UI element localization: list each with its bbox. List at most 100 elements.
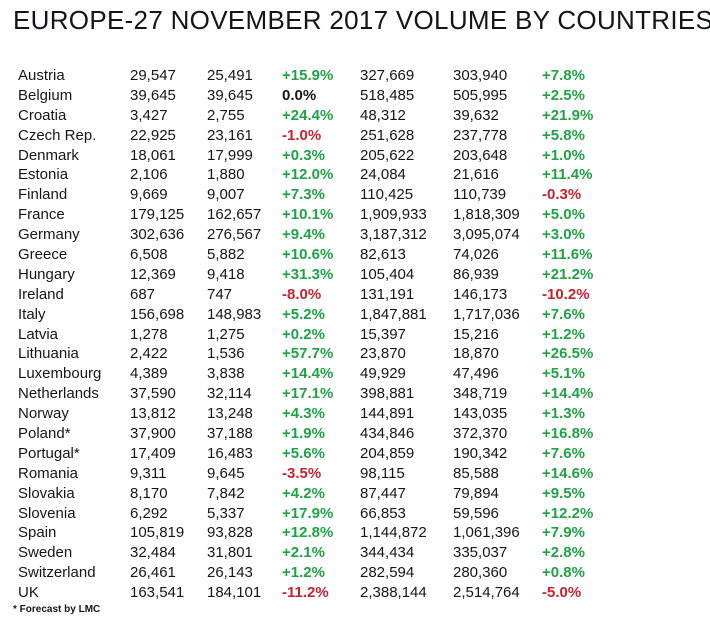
volume-cell: 48,312 <box>360 106 406 124</box>
volume-cell: 74,026 <box>453 246 499 264</box>
pct-change-cell: -11.2% <box>282 584 329 602</box>
volume-cell: 26,461 <box>130 564 176 582</box>
volume-cell: 13,248 <box>207 405 253 423</box>
country-cell: Norway <box>18 405 69 423</box>
table-row: Netherlands 37,590 32,114 +17.1% 398,881 348,… <box>0 384 710 404</box>
volume-cell: 143,035 <box>453 405 508 423</box>
volume-cell: 1,278 <box>130 325 168 343</box>
forecast-footnote: * Forecast by LMC <box>13 604 101 616</box>
volume-cell: 85,588 <box>453 464 499 482</box>
pct-change-cell: +57.7% <box>282 345 334 363</box>
pct-change-cell: +5.2% <box>282 305 325 323</box>
pct-change-cell: +9.4% <box>282 226 325 244</box>
pct-change-cell: +10.6% <box>282 246 334 264</box>
country-cell: Belgium <box>18 86 73 104</box>
country-cell: Switzerland <box>18 564 96 582</box>
volume-cell: 280,360 <box>453 564 508 582</box>
pct-change-cell: +1.0% <box>542 146 585 164</box>
volume-table-body: Austria 29,547 25,491 +15.9% 327,669 303,940 +… <box>0 66 710 603</box>
country-cell: Netherlands <box>18 385 99 403</box>
country-cell: Italy <box>18 305 46 323</box>
volume-cell: 22,925 <box>130 126 176 144</box>
country-cell: Estonia <box>18 166 69 184</box>
volume-cell: 98,115 <box>360 464 405 482</box>
volume-cell: 6,292 <box>130 504 168 522</box>
pct-change-cell: +4.2% <box>282 484 325 502</box>
volume-cell: 282,594 <box>360 564 415 582</box>
volume-cell: 434,846 <box>360 425 415 443</box>
volume-cell: 18,061 <box>130 146 176 164</box>
volume-cell: 146,173 <box>453 285 508 303</box>
volume-cell: 110,739 <box>453 186 507 204</box>
volume-cell: 31,801 <box>207 544 253 562</box>
pct-change-cell: +24.4% <box>282 106 334 124</box>
pct-change-cell: +0.8% <box>542 564 585 582</box>
pct-change-cell: +17.1% <box>282 385 334 403</box>
volume-cell: 105,404 <box>360 265 415 283</box>
pct-change-cell: +1.2% <box>282 564 325 582</box>
volume-cell: 3,095,074 <box>453 226 520 244</box>
table-row: Romania 9,311 9,645 -3.5% 98,115 85,588 +14.6% <box>0 464 710 484</box>
volume-cell: 1,717,036 <box>453 305 520 323</box>
pct-change-cell: -10.2% <box>542 285 590 303</box>
volume-cell: 39,645 <box>130 86 176 104</box>
volume-cell: 15,397 <box>360 325 406 343</box>
country-cell: Hungary <box>18 265 75 283</box>
volume-cell: 24,084 <box>360 166 406 184</box>
pct-change-cell: +5.1% <box>542 365 585 383</box>
volume-cell: 302,636 <box>130 226 185 244</box>
volume-cell: 9,645 <box>207 464 245 482</box>
country-cell: Sweden <box>18 544 73 562</box>
volume-cell: 203,648 <box>453 146 508 164</box>
volume-cell: 18,870 <box>453 345 499 363</box>
volume-cell: 3,187,312 <box>360 226 427 244</box>
volume-cell: 13,812 <box>130 405 176 423</box>
table-row: Hungary 12,369 9,418 +31.3% 105,404 86,939 +21… <box>0 265 710 285</box>
pct-change-cell: +21.9% <box>542 106 594 124</box>
pct-change-cell: 0.0% <box>282 86 317 104</box>
table-row: France 179,125 162,657 +10.1% 1,909,933 1,818… <box>0 205 710 225</box>
volume-cell: 327,669 <box>360 67 415 84</box>
table-row: Czech Rep. 22,925 23,161 -1.0% 251,628 237,77… <box>0 126 710 146</box>
volume-cell: 1,818,309 <box>453 206 520 224</box>
table-row: Finland 9,669 9,007 +7.3% 110,425 110,739 -0.3… <box>0 185 710 205</box>
pct-change-cell: +4.3% <box>282 405 325 423</box>
volume-cell: 86,939 <box>453 265 499 283</box>
country-cell: Finland <box>18 186 68 204</box>
volume-cell: 37,188 <box>207 425 253 443</box>
volume-cell: 7,842 <box>207 484 245 502</box>
volume-cell: 205,622 <box>360 146 415 164</box>
volume-cell: 1,275 <box>207 325 245 343</box>
pct-change-cell: +16.8% <box>542 425 594 443</box>
table-row: Lithuania 2,422 1,536 +57.7% 23,870 18,870 +26… <box>0 344 710 364</box>
pct-change-cell: +5.0% <box>542 206 585 224</box>
volume-cell: 131,191 <box>360 285 415 303</box>
volume-cell: 2,514,764 <box>453 584 520 602</box>
volume-cell: 179,125 <box>130 206 185 224</box>
table-row: Belgium 39,645 39,645 0.0% 518,485 505,995 +2.… <box>0 86 710 106</box>
pct-change-cell: +2.1% <box>282 544 325 562</box>
table-row: Italy 156,698 148,983 +5.2% 1,847,881 1,717,0… <box>0 305 710 325</box>
volume-cell: 1,880 <box>207 166 245 184</box>
volume-cell: 303,940 <box>453 67 508 84</box>
pct-change-cell: +5.8% <box>542 126 585 144</box>
pct-change-cell: +2.8% <box>542 544 585 562</box>
pct-change-cell: +26.5% <box>542 345 594 363</box>
table-row: Croatia 3,427 2,755 +24.4% 48,312 39,632 +21.9… <box>0 106 710 126</box>
pct-change-cell: +1.9% <box>282 425 325 443</box>
volume-cell: 348,719 <box>453 385 508 403</box>
volume-cell: 93,828 <box>207 524 253 542</box>
country-cell: Croatia <box>18 106 67 124</box>
page-title: EUROPE-27 NOVEMBER 2017 VOLUME BY COUNTR… <box>13 5 710 35</box>
volume-cell: 1,061,396 <box>453 524 520 542</box>
volume-cell: 335,037 <box>453 544 508 562</box>
volume-cell: 237,778 <box>453 126 508 144</box>
volume-cell: 32,114 <box>207 385 252 403</box>
pct-change-cell: +0.3% <box>282 146 325 164</box>
volume-cell: 2,388,144 <box>360 584 427 602</box>
country-cell: Czech Rep. <box>18 126 97 144</box>
volume-cell: 505,995 <box>453 86 508 104</box>
volume-cell: 8,170 <box>130 484 168 502</box>
table-row: Slovenia 6,292 5,337 +17.9% 66,853 59,596 +12.… <box>0 504 710 524</box>
